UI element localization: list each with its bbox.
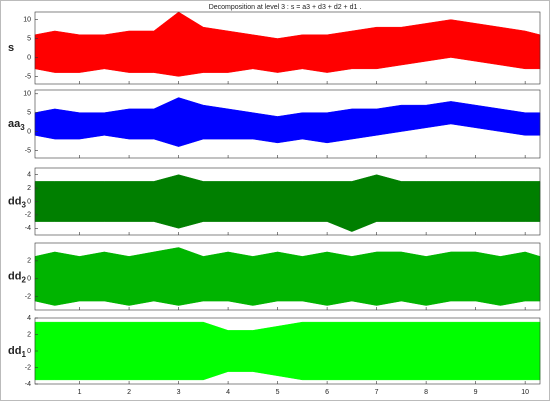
y-tick-label: 5 xyxy=(27,35,31,42)
y-axis-label-sub: 1 xyxy=(21,350,26,359)
y-tick-label: 2 xyxy=(27,258,31,265)
y-tick-label: 10 xyxy=(23,91,31,98)
y-tick-label: 4 xyxy=(27,172,31,179)
x-tick-label: 4 xyxy=(226,389,230,396)
y-tick-label: -2 xyxy=(25,364,31,371)
y-axis-label-main: a xyxy=(14,118,21,130)
y-axis-label-main: d xyxy=(15,270,22,282)
y-tick-label: 0 xyxy=(27,128,31,135)
y-tick-label: 10 xyxy=(23,16,31,23)
y-tick-label: -4 xyxy=(25,381,31,388)
axes-frame xyxy=(34,242,541,311)
y-tick-label: 2 xyxy=(27,331,31,338)
x-tick-label: 8 xyxy=(424,389,428,396)
axes-frame xyxy=(34,11,541,85)
y-tick-label: 0 xyxy=(27,348,31,355)
chart-title: Decomposition at level 3 : s = a3 + d3 +… xyxy=(209,4,362,11)
axes-frame xyxy=(34,89,541,159)
y-tick-label: -5 xyxy=(25,147,31,154)
y-axis-label-sub: 2 xyxy=(21,276,26,285)
y-axis-label-sub: 3 xyxy=(20,123,25,132)
x-tick-label: 9 xyxy=(474,389,478,396)
x-tick-label: 5 xyxy=(276,389,280,396)
y-axis-label: s xyxy=(8,42,14,54)
x-tick-label: 2 xyxy=(127,389,131,396)
y-tick-label: -4 xyxy=(25,225,31,232)
y-tick-label: 0 xyxy=(27,276,31,283)
y-tick-label: 5 xyxy=(27,110,31,117)
y-tick-label: -5 xyxy=(25,73,31,80)
y-axis-label-main: d xyxy=(15,345,22,357)
y-tick-label: -2 xyxy=(25,293,31,300)
y-tick-label: 2 xyxy=(27,185,31,192)
signal-band xyxy=(34,321,541,381)
y-tick-label: -2 xyxy=(25,212,31,219)
x-tick-label: 3 xyxy=(177,389,181,396)
x-tick-label: 6 xyxy=(325,389,329,396)
signal-band xyxy=(34,247,541,306)
y-axis-label-sub: 3 xyxy=(21,201,26,210)
y-axis-label-main: d xyxy=(15,195,22,207)
x-tick-label: 7 xyxy=(375,389,379,396)
x-tick-label: 1 xyxy=(78,389,82,396)
y-tick-label: 4 xyxy=(27,315,31,322)
x-tick-label: 10 xyxy=(521,389,529,396)
y-tick-label: 0 xyxy=(27,198,31,205)
y-tick-label: 0 xyxy=(27,54,31,61)
